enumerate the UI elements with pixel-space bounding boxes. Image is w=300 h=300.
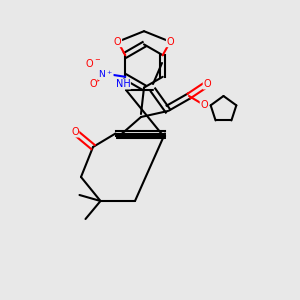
Text: O: O xyxy=(89,79,97,89)
Text: O: O xyxy=(203,79,211,89)
Text: O: O xyxy=(167,37,174,47)
Text: O: O xyxy=(114,37,122,47)
Text: N$^+$: N$^+$ xyxy=(98,68,113,80)
Text: O: O xyxy=(200,100,208,110)
Text: O: O xyxy=(71,127,79,137)
Text: NH: NH xyxy=(116,79,130,89)
Text: O$^-$: O$^-$ xyxy=(85,57,101,69)
